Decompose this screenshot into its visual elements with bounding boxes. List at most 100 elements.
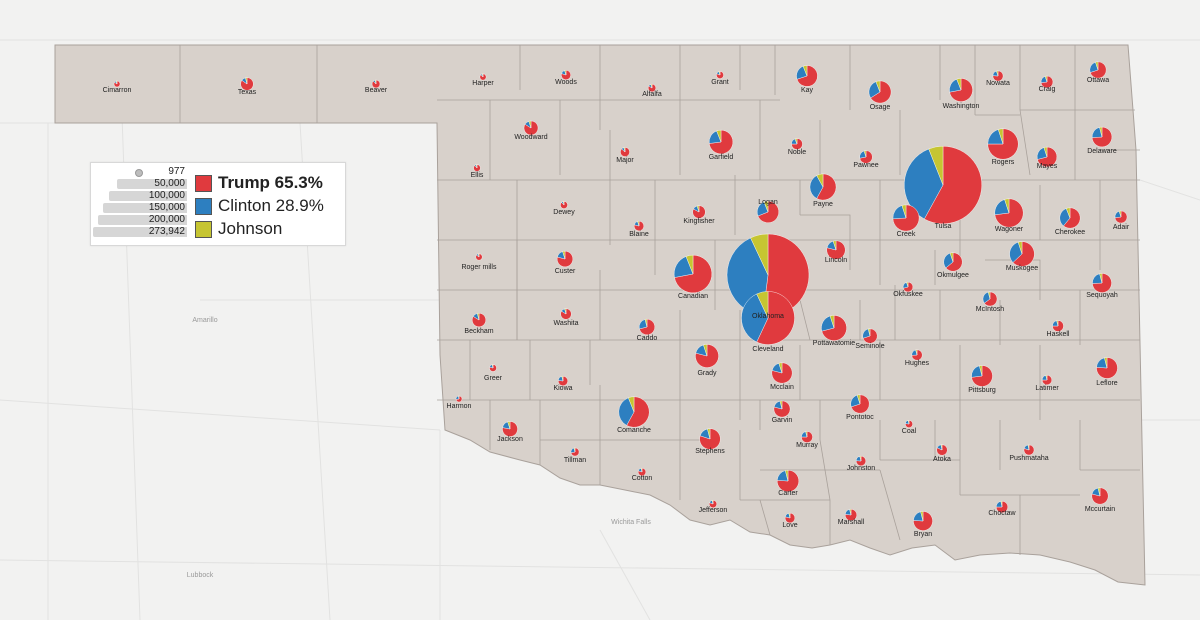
- county-label: Haskell: [1047, 331, 1070, 338]
- county-label: Jefferson: [699, 507, 728, 514]
- pie-slice-johnson: [477, 313, 480, 321]
- county-pie-grant: [716, 71, 724, 79]
- county-pie-garfield: [708, 129, 733, 155]
- pie-slice-trump: [845, 508, 857, 522]
- county-label: Major: [616, 157, 634, 164]
- county-pie-ottawa: [1089, 61, 1107, 79]
- county-pie-jackson: [502, 421, 518, 437]
- pie-slice-trump: [716, 71, 724, 79]
- pie-slice-johnson: [996, 70, 999, 77]
- pie-slice-johnson: [750, 233, 769, 276]
- county-pie-jefferson: [709, 500, 717, 508]
- pie-slice-johnson: [901, 204, 907, 219]
- county-label: Cleveland: [752, 346, 783, 353]
- pie-slice-johnson: [928, 146, 944, 186]
- county-label: Kay: [801, 87, 814, 94]
- size-legend-row: 200,000: [98, 214, 187, 225]
- county-pie-cherokee: [1059, 207, 1081, 229]
- county-label: Logan: [758, 199, 778, 206]
- county-pie-comanche: [618, 396, 650, 428]
- pie-slice-johnson: [644, 318, 648, 328]
- county-label: Roger mills: [461, 264, 497, 271]
- county-label: Harmon: [447, 403, 472, 410]
- county-pie-stephens: [699, 428, 721, 450]
- county-label: Adair: [1113, 224, 1130, 231]
- county-pie-major: [620, 147, 630, 157]
- county-label: Washington: [943, 103, 980, 110]
- county-label: Garfield: [709, 154, 734, 161]
- county-pie-texas: [240, 77, 254, 91]
- pie-slice-johnson: [779, 400, 783, 410]
- county-pie-greer: [489, 364, 497, 372]
- county-pie-choctaw: [995, 500, 1008, 513]
- county-pie-mayes: [1036, 146, 1058, 168]
- county-pie-payne: [809, 173, 837, 201]
- pie-slice-trump: [870, 80, 892, 104]
- legend-label-trump: Trump 65.3%: [218, 173, 323, 192]
- pie-slice-trump: [855, 455, 867, 466]
- city-label: Wichita Falls: [611, 519, 651, 526]
- pie-slice-johnson: [374, 79, 377, 85]
- size-legend-value: 100,000: [148, 190, 185, 201]
- pie-slice-trump: [637, 467, 647, 476]
- county-label: Harper: [472, 80, 494, 87]
- county-pie-pawnee: [859, 150, 873, 164]
- county-label: Sequoyah: [1086, 292, 1118, 299]
- county-label: Alfalfa: [642, 91, 662, 98]
- county-label: Grant: [711, 79, 729, 86]
- county-pie-custer: [556, 250, 573, 268]
- county-border: [759, 499, 771, 536]
- pie-slice-johnson: [703, 344, 708, 357]
- pie-slice-johnson: [1027, 444, 1030, 451]
- county-pie-woodward: [523, 120, 539, 136]
- county-pie-pittsburg: [971, 365, 993, 387]
- county-pie-haskell: [1052, 320, 1064, 332]
- pie-slice-johnson: [920, 511, 924, 522]
- pie-slice-johnson: [623, 147, 626, 153]
- county-label: Latimer: [1035, 385, 1059, 392]
- pie-slice-trump: [1041, 374, 1052, 385]
- pie-slice-johnson: [528, 120, 532, 129]
- county-pie-hughes: [911, 349, 923, 361]
- pie-slice-johnson: [707, 428, 711, 440]
- pie-slice-trump: [455, 395, 463, 403]
- county-pie-adair: [1114, 210, 1128, 224]
- county-label: Johnston: [847, 465, 876, 472]
- county-label: Kingfisher: [683, 218, 715, 225]
- pie-slice-johnson: [1004, 198, 1010, 214]
- pie-slice-trump: [1012, 241, 1035, 267]
- pie-slice-trump: [620, 147, 630, 157]
- county-pie-washington: [949, 78, 973, 102]
- pie-slice-trump: [987, 128, 1019, 160]
- county-label: Cotton: [632, 475, 653, 482]
- pie-slice-johnson: [1043, 146, 1048, 158]
- pie-slice-trump: [984, 291, 998, 307]
- county-pie-bryan: [913, 511, 933, 531]
- pie-slice-johnson: [1065, 207, 1071, 219]
- pie-slice-johnson: [458, 395, 460, 400]
- pie-slice-johnson: [711, 500, 714, 505]
- city-labels: Amarillo Wichita Falls Lubbock: [187, 317, 652, 579]
- county-pie-wagoner: [994, 198, 1024, 228]
- pie-slice-johnson: [573, 447, 576, 453]
- county-label: Tillman: [564, 457, 586, 464]
- county-label: Pushmataha: [1009, 455, 1048, 462]
- county-border: [985, 259, 1041, 300]
- county-pie-leflore: [1096, 357, 1118, 379]
- county-pie-caddo: [638, 318, 656, 335]
- legend-item-johnson: Johnson: [195, 219, 282, 239]
- county-label: Oklahoma: [752, 313, 784, 320]
- county-pie-canadian: [673, 254, 713, 294]
- county-label: Custer: [555, 268, 576, 275]
- pie-slice-johnson: [650, 83, 653, 89]
- size-legend-dot: [135, 169, 143, 177]
- county-border: [799, 299, 811, 341]
- county-pie-lincoln: [826, 240, 846, 260]
- pie-slice-johnson: [979, 365, 983, 377]
- basemap-road: [0, 559, 1200, 576]
- county-label: Choctaw: [988, 510, 1016, 517]
- pie-slice-johnson: [481, 73, 484, 78]
- pie-slice-johnson: [1104, 357, 1108, 369]
- county-pie-marshall: [845, 508, 857, 522]
- pie-slice-trump: [561, 70, 571, 80]
